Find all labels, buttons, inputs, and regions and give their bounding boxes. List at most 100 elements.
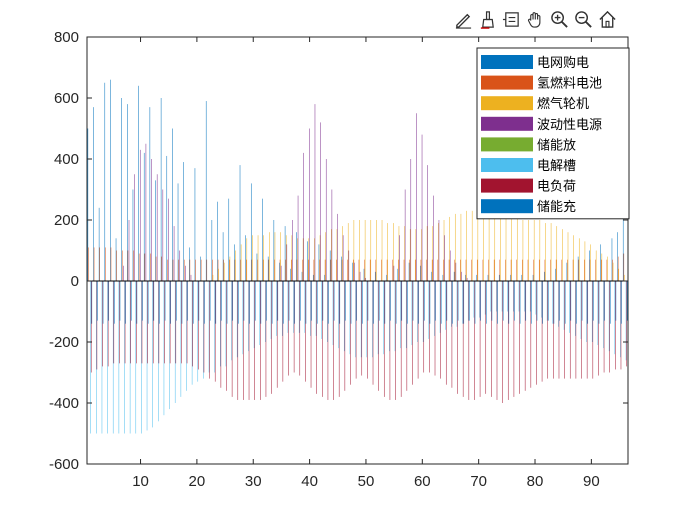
- bar-3-33: [269, 232, 270, 281]
- legend-label: 波动性电源: [537, 118, 602, 133]
- bar-7-86: [569, 281, 571, 379]
- bar-2-40: [307, 259, 309, 281]
- bar-2-54: [386, 259, 388, 281]
- bar-8-44: [333, 281, 335, 321]
- bar-1-68: [465, 274, 466, 281]
- datatip-icon[interactable]: [500, 8, 522, 30]
- bar-8-20: [198, 281, 200, 321]
- bar-6-43: [327, 281, 328, 342]
- bar-1-24: [217, 201, 218, 281]
- bar-3-23: [212, 274, 214, 281]
- bar-8-52: [378, 281, 380, 321]
- bar-8-5: [114, 281, 115, 324]
- bar-2-82: [544, 259, 546, 281]
- bar-8-39: [305, 281, 307, 324]
- bar-2-79: [527, 259, 529, 281]
- home-icon[interactable]: [596, 8, 618, 30]
- bar-7-94: [615, 281, 616, 370]
- bar-2-25: [223, 259, 224, 281]
- bar-4-12: [151, 159, 152, 281]
- bar-7-33: [271, 281, 272, 394]
- bar-6-85: [563, 281, 565, 330]
- bar-7-40: [310, 281, 312, 388]
- bar-6-74: [501, 281, 503, 312]
- brush-icon[interactable]: [476, 8, 498, 30]
- bar-2-31: [257, 259, 258, 281]
- bar-7-20: [198, 281, 199, 370]
- bar-3-43: [325, 232, 326, 281]
- bar-6-65: [451, 281, 452, 327]
- bar-7-77: [519, 281, 520, 394]
- bar-1-60: [420, 265, 421, 281]
- bar-3-77: [516, 216, 518, 281]
- bar-3-44: [331, 229, 332, 281]
- bar-1-76: [510, 274, 511, 281]
- bar-2-90: [589, 259, 591, 281]
- bar-8-71: [485, 281, 487, 324]
- bar-2-22: [206, 259, 208, 281]
- bar-8-80: [536, 281, 538, 321]
- bar-3-83: [550, 223, 552, 281]
- bar-7-9: [136, 281, 137, 364]
- bar-3-37: [291, 235, 293, 281]
- bar-7-29: [248, 281, 250, 400]
- bar-7-52: [378, 281, 379, 391]
- edit-icon[interactable]: [452, 8, 474, 30]
- bar-3-69: [471, 210, 473, 281]
- bar-4-47: [348, 250, 350, 281]
- bar-2-77: [516, 259, 518, 281]
- bar-7-19: [192, 281, 193, 367]
- bar-1-2: [93, 107, 94, 282]
- bar-4-56: [399, 235, 400, 281]
- pan-icon[interactable]: [524, 8, 546, 30]
- y-tick-label: -600: [49, 456, 79, 473]
- bar-6-16: [174, 281, 176, 403]
- bar-1-80: [532, 274, 534, 281]
- bar-7-58: [412, 281, 413, 385]
- bar-3-42: [319, 235, 321, 281]
- bar-3-54: [387, 223, 388, 281]
- bar-2-95: [617, 256, 619, 281]
- bar-8-8: [130, 281, 132, 321]
- bar-6-93: [608, 281, 610, 352]
- bar-3-32: [263, 235, 264, 281]
- bar-7-70: [479, 281, 481, 397]
- bar-3-66: [454, 213, 456, 281]
- bar-6-69: [473, 281, 475, 318]
- legend-label: 燃气轮机: [537, 96, 589, 112]
- bar-6-72: [490, 281, 492, 312]
- bar-7-23: [214, 281, 216, 382]
- bar-4-48: [354, 262, 355, 281]
- bar-4-14: [162, 189, 164, 281]
- bar-8-31: [260, 281, 262, 324]
- legend-label: 电负荷: [537, 180, 576, 195]
- bar-8-90: [593, 281, 594, 321]
- bar-2-3: [99, 247, 100, 281]
- bar-7-65: [451, 281, 453, 388]
- bar-7-85: [564, 281, 565, 379]
- bar-1-21: [200, 256, 201, 281]
- bar-1-88: [577, 256, 579, 281]
- bar-6-54: [389, 281, 390, 352]
- bar-7-39: [305, 281, 306, 382]
- bar-7-63: [440, 281, 441, 379]
- bar-6-18: [186, 281, 187, 391]
- bar-8-10: [142, 281, 143, 321]
- bar-3-35: [280, 232, 281, 281]
- bar-6-29: [248, 281, 249, 352]
- bar-2-46: [341, 259, 343, 281]
- legend-swatch: [481, 55, 533, 69]
- bar-8-2: [97, 281, 98, 321]
- bar-6-35: [281, 281, 283, 336]
- bar-7-1: [90, 281, 92, 373]
- bar-3-96: [624, 274, 625, 281]
- zoom-out-icon[interactable]: [572, 8, 594, 30]
- bar-3-62: [432, 226, 434, 281]
- zoom-in-icon[interactable]: [548, 8, 570, 30]
- bar-2-76: [510, 259, 512, 281]
- bar-7-82: [547, 281, 549, 379]
- bar-3-46: [342, 226, 343, 281]
- bar-2-2: [93, 247, 95, 281]
- bar-8-81: [542, 281, 543, 324]
- bar-8-53: [384, 281, 386, 324]
